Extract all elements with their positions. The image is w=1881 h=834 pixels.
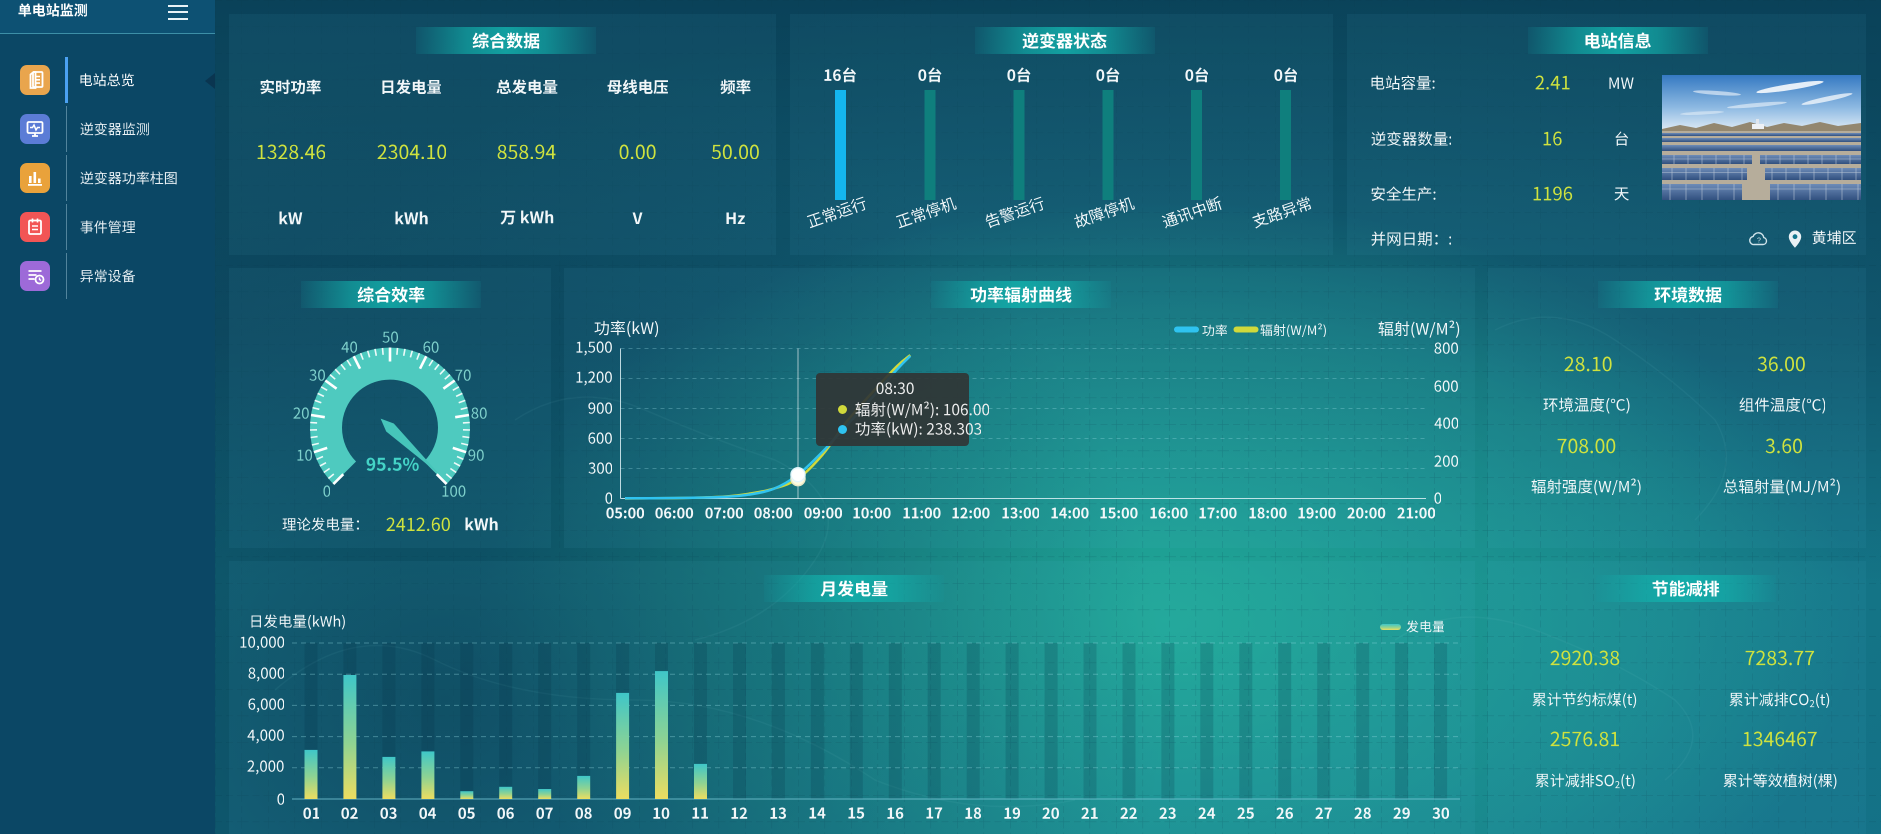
- svg-text:?: ?: [1757, 238, 1761, 245]
